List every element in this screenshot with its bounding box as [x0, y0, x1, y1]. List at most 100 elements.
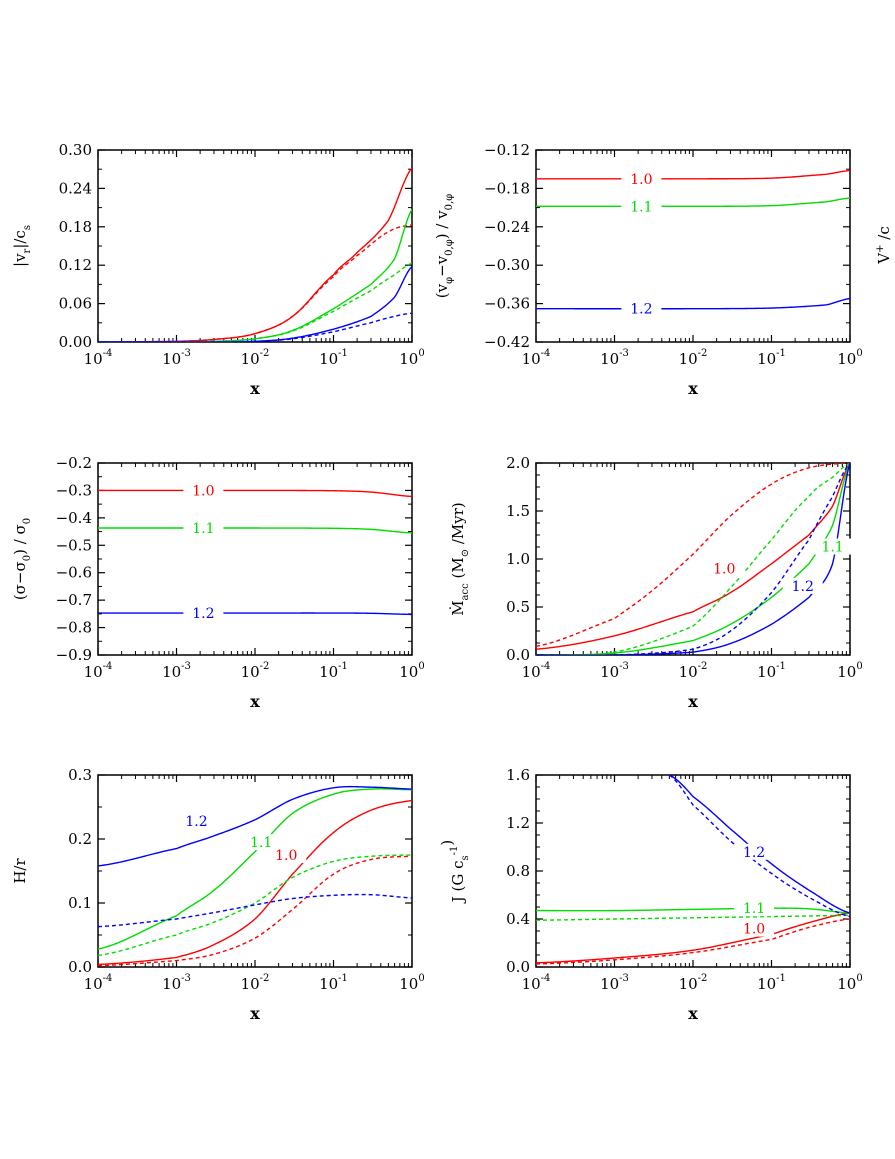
x-tick-label: 10-4 — [84, 661, 113, 681]
series-line-1-2-solid — [98, 785, 412, 867]
series-line-1-2-solid — [98, 612, 412, 616]
series-line-1-1-solid — [98, 209, 412, 342]
plot-frame — [97, 774, 413, 968]
curve-label-bg — [704, 560, 745, 577]
curve-label-bg — [734, 920, 775, 937]
x-axis-label: x — [688, 379, 698, 398]
y-tick-label: −0.4 — [56, 509, 92, 527]
cropped-axis-label: V+ /c — [875, 226, 893, 264]
curve-label: 1.2 — [192, 606, 214, 622]
series-line-1-0-solid — [98, 489, 412, 498]
x-tick-label: 10-4 — [84, 973, 113, 993]
x-tick-label: 10-1 — [757, 348, 786, 368]
curve-label: 1.0 — [192, 483, 214, 499]
y-tick-label: −0.30 — [484, 256, 530, 274]
series-group — [98, 785, 412, 967]
series-line-1-2-dashed — [98, 312, 412, 342]
y-axis-label: |vr|/cs — [11, 225, 33, 267]
y-tick-label: 2.0 — [506, 454, 530, 472]
y-tick-label: 1.6 — [506, 766, 530, 784]
series-line-1-0-solid — [98, 799, 412, 966]
y-tick-label: −0.18 — [484, 179, 530, 197]
curve-label-bg — [183, 482, 224, 499]
series-line-1-0-dashed — [98, 855, 412, 967]
curve-label: 1.1 — [630, 199, 652, 215]
curve-label-bg — [621, 300, 662, 317]
panel-j: 10-4 10-3 10-2 10-1 100 0.0 0.4 0.8 1.2 1.6 x J (G … — [438, 766, 863, 1023]
y-tick-label: −0.2 — [56, 454, 92, 472]
y-tick-label: 0.30 — [59, 141, 92, 159]
y-tick-label: 1.5 — [506, 502, 530, 520]
series-line-1-0-solid — [536, 169, 850, 180]
y-tick-label: 0.06 — [59, 295, 92, 313]
x-tick-label: 100 — [399, 348, 424, 368]
curve-label-bg — [621, 170, 662, 187]
y-tick-label: 0.12 — [59, 256, 92, 274]
x-tick-label: 10-3 — [162, 973, 191, 993]
series-line-1-2-dashed — [536, 463, 850, 655]
x-tick-label: 10-4 — [522, 348, 551, 368]
series-line-1-1-solid — [536, 907, 850, 914]
series-line-1-1-solid — [536, 197, 850, 208]
y-axis-label: (vφ−v0,φ) / v0,φ — [433, 194, 455, 298]
series-line-1-1-solid — [98, 527, 412, 534]
y-tick-label: −0.6 — [56, 564, 92, 582]
y-axis-label: H/r — [11, 858, 29, 884]
x-tick-label: 10-1 — [319, 348, 348, 368]
curve-label-bg — [266, 847, 307, 863]
series-group — [98, 489, 412, 616]
series-line-1-0-dashed — [536, 463, 850, 648]
series-line-1-1-dashed — [98, 854, 412, 957]
y-tick-label: −0.12 — [484, 141, 530, 159]
curve-label: 1.2 — [185, 814, 207, 830]
x-tick-label: 10-3 — [162, 348, 191, 368]
y-tick-label: −0.36 — [484, 295, 530, 313]
series-line-1-2-dashed — [98, 893, 412, 928]
x-tick-label: 10-1 — [319, 661, 348, 681]
curve-label-bg — [782, 577, 823, 594]
x-tick-label: 100 — [837, 973, 862, 993]
panel-macc: 10-4 10-3 10-2 10-1 100 0.0 0.5 1.0 1.5 2.0 x Ṁacc … — [449, 454, 863, 711]
series-line-1-2-solid — [536, 463, 850, 655]
curve-label-bg — [241, 834, 282, 851]
y-tick-label: 0.18 — [59, 218, 92, 236]
x-tick-label: 100 — [399, 661, 424, 681]
series-line-1-1-dashed — [536, 463, 850, 655]
panel-sigma: 10-4 10-3 10-2 10-1 100 −0.9 −0.8 −0.7 −0.6 −0.5 −… — [11, 454, 425, 711]
y-axis-label: J (G cs-1) — [438, 840, 471, 905]
x-axis-label: x — [250, 1004, 260, 1023]
y-tick-label: 0.00 — [59, 333, 92, 351]
series-line-1-0-solid — [98, 167, 412, 342]
series-line-1-1-dashed — [536, 914, 850, 921]
curve-label-bg — [812, 538, 853, 555]
y-tick-label: −0.8 — [56, 619, 92, 637]
series-line-1-0-solid — [536, 463, 850, 650]
x-tick-label: 10-2 — [241, 348, 270, 368]
curve-label: 1.2 — [792, 579, 814, 595]
x-tick-label: 100 — [837, 661, 862, 681]
y-tick-label: −0.9 — [56, 646, 92, 664]
x-tick-label: 10-4 — [522, 661, 551, 681]
series-line-1-1-solid — [98, 788, 412, 950]
x-axis-label: x — [688, 1004, 698, 1023]
y-tick-label: 0.2 — [68, 830, 92, 848]
curve-label: 1.1 — [821, 540, 843, 556]
y-tick-label: −0.7 — [56, 591, 92, 609]
curve-label-bg — [734, 900, 775, 917]
x-tick-label: 10-3 — [162, 661, 191, 681]
x-tick-label: 10-2 — [679, 973, 708, 993]
x-tick-label: 10-4 — [84, 348, 113, 368]
curve-label: 1.1 — [743, 901, 765, 917]
y-tick-label: −0.5 — [56, 536, 92, 554]
y-tick-label: 0.24 — [59, 179, 92, 197]
y-tick-label: 0.0 — [68, 958, 92, 976]
curve-label: 1.0 — [630, 172, 652, 188]
x-tick-label: 10-2 — [679, 348, 708, 368]
y-tick-label: −0.42 — [484, 333, 530, 351]
x-tick-label: 10-3 — [600, 348, 629, 368]
panel-vphi: 10-4 10-3 10-2 10-1 100 −0.42 −0.36 −0.30 −0.24 −… — [433, 141, 863, 398]
x-axis-label: x — [250, 379, 260, 398]
series-line-1-0-solid — [536, 912, 850, 964]
y-tick-label: 0.3 — [68, 766, 92, 784]
